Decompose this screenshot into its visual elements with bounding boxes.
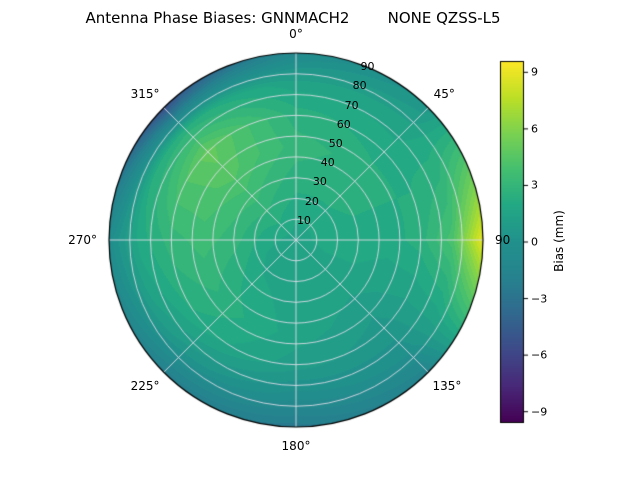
theta-tick-label: 135° (432, 378, 462, 393)
colorbar-tick-label: 6 (531, 122, 538, 136)
colorbar-tick-label: 9 (531, 65, 538, 79)
colorbar-tick-label: −6 (531, 348, 548, 362)
theta-tick-label: 45° (433, 87, 455, 102)
chart-title: Antenna Phase Biases: GNNMACH2 NONE QZSS… (85, 9, 501, 27)
colorbar-tick-label: 3 (531, 178, 538, 192)
theta-tick-label: 0° (289, 27, 303, 41)
colorbar-tick-label: 0 (531, 235, 538, 249)
radial-tick-label: 70 (344, 98, 359, 112)
radial-tick-label: 20 (304, 194, 319, 208)
theta-tick-label: 180° (281, 439, 311, 453)
radial-tick-label: 60 (336, 117, 351, 131)
radial-tick-label: 80 (352, 79, 367, 93)
colorbar-tick-label: −9 (531, 405, 548, 419)
radial-tick-label: 40 (320, 156, 335, 170)
radial-tick-label: 50 (328, 136, 343, 150)
theta-tick-label: 315° (130, 87, 160, 102)
theta-tick-label: 90 (495, 233, 511, 247)
radial-tick-label: 90 (360, 60, 375, 74)
colorbar-tick-label: −3 (531, 292, 548, 306)
radial-tick-label: 10 (296, 213, 311, 227)
colorbar-axis-label: Bias (mm) (552, 210, 566, 272)
theta-tick-label: 225° (130, 378, 160, 393)
radial-tick-label: 30 (312, 175, 327, 189)
theta-tick-label: 270° (68, 233, 97, 247)
